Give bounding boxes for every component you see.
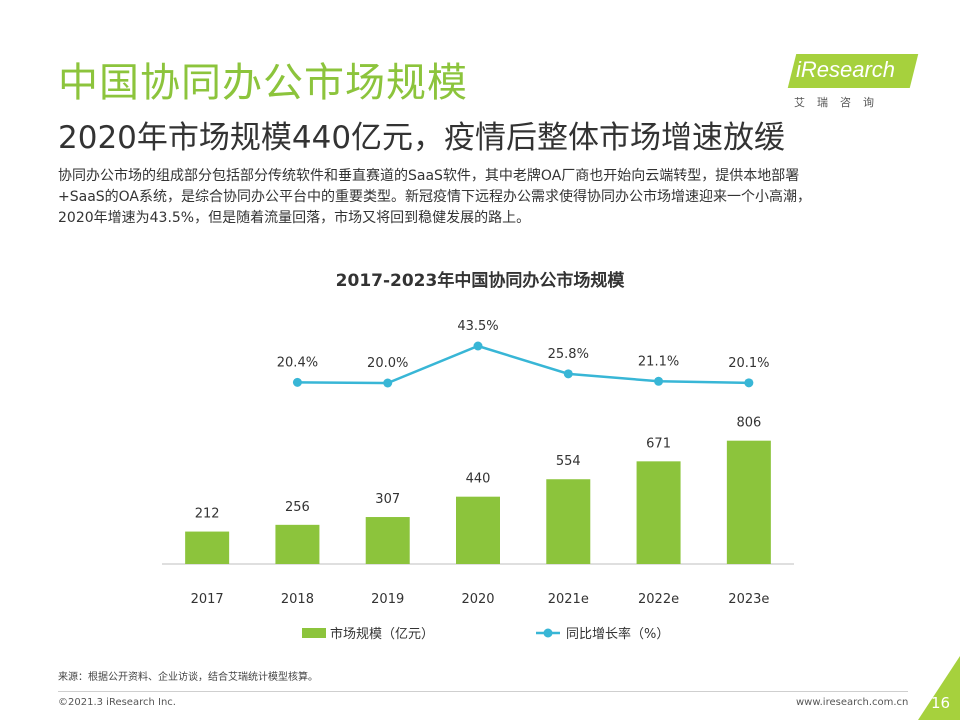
growth-rate-label: 20.4%: [277, 355, 318, 370]
copyright: ©2021.3 iResearch Inc.: [58, 697, 176, 708]
bar: [365, 517, 410, 564]
page-number: 16: [931, 694, 951, 712]
iresearch-logo: iResearch 艾瑞咨询: [787, 54, 920, 116]
corner-decoration: [918, 656, 960, 720]
x-tick-label: 2019: [371, 592, 404, 607]
bar: [185, 531, 230, 564]
bar: [275, 524, 320, 564]
page-title: 中国协同办公市场规模: [58, 60, 468, 106]
growth-rate-label: 20.1%: [728, 356, 769, 371]
bar-value-label: 440: [466, 472, 491, 487]
legend-line-marker: [543, 628, 553, 638]
bar-value-label: 307: [375, 492, 400, 507]
bar: [726, 440, 771, 564]
bar-value-label: 671: [646, 436, 671, 451]
source-note: 来源：根据公开资料、企业访谈，结合艾瑞统计模型核算。: [58, 672, 318, 683]
growth-rate-point: [383, 378, 393, 388]
description-line: +SaaS的OA系统，是综合协同办公平台中的重要类型。新冠疫情下远程办公需求使得…: [58, 189, 812, 205]
bar-value-label: 806: [736, 416, 761, 431]
x-tick-label: 2020: [461, 592, 494, 607]
growth-rate-point: [563, 369, 573, 379]
bar: [636, 461, 681, 564]
bar-value-label: 256: [285, 500, 310, 515]
x-tick-label: 2022e: [638, 592, 679, 607]
bar-value-label: 554: [556, 454, 581, 469]
bar: [546, 479, 591, 564]
growth-rate-point: [744, 378, 754, 388]
growth-rate-label: 25.8%: [548, 347, 589, 362]
website: www.iresearch.com.cn: [796, 697, 909, 708]
bar-value-label: 212: [195, 507, 220, 522]
description-line: 协同办公市场的组成部分包括部分传统软件和垂直赛道的SaaS软件，其中老牌OA厂商…: [58, 168, 800, 184]
chart-title: 2017-2023年中国协同办公市场规模: [335, 271, 625, 291]
logo-cn-text: 艾瑞咨询: [794, 96, 886, 109]
legend-bar-label: 市场规模（亿元）: [330, 626, 434, 642]
x-tick-label: 2021e: [548, 592, 589, 607]
description-line: 2020年增速为43.5%，但是随着流量回落，市场又将回到稳健发展的路上。: [58, 210, 531, 226]
x-tick-label: 2023e: [728, 592, 769, 607]
bar: [456, 496, 500, 564]
description: 协同办公市场的组成部分包括部分传统软件和垂直赛道的SaaS软件，其中老牌OA厂商…: [58, 166, 918, 229]
growth-rate-line: [297, 344, 749, 385]
logo-text: iResearch: [796, 57, 896, 82]
growth-rate-label: 21.1%: [638, 354, 679, 369]
legend-line-label: 同比增长率（%）: [566, 626, 669, 642]
growth-rate-point: [473, 341, 483, 351]
x-tick-label: 2018: [281, 592, 314, 607]
growth-rate-label: 43.5%: [457, 319, 498, 334]
footer-divider: [58, 691, 908, 692]
legend-bar-swatch: [302, 628, 326, 638]
growth-rate-point: [292, 377, 302, 387]
x-tick-label: 2017: [191, 592, 224, 607]
page-subtitle: 2020年市场规模440亿元，疫情后整体市场增速放缓: [58, 120, 786, 156]
growth-rate-point: [654, 376, 664, 386]
growth-rate-label: 20.0%: [367, 356, 408, 371]
